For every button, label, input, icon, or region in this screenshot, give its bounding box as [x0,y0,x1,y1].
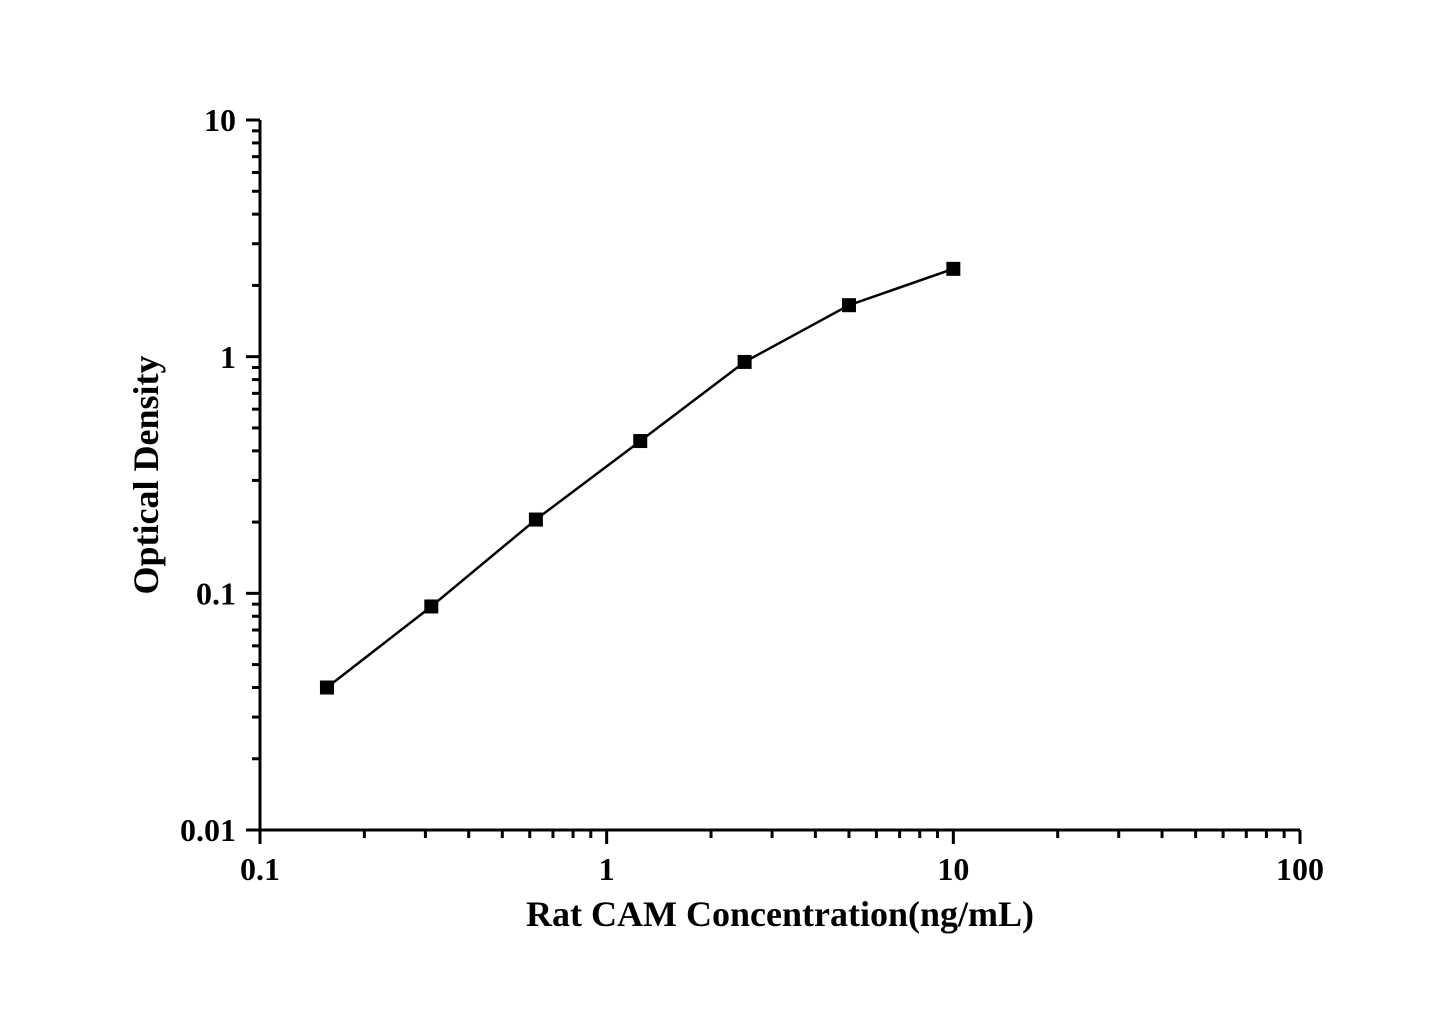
data-marker [633,434,647,448]
data-marker [946,262,960,276]
x-tick-label: 100 [1276,851,1324,887]
chart-svg: 0.11101000.010.1110Rat CAM Concentration… [0,0,1445,1009]
data-marker [529,513,543,527]
data-marker [320,681,334,695]
x-tick-label: 10 [937,851,969,887]
data-marker [738,355,752,369]
x-tick-label: 0.1 [240,851,280,887]
y-axis-label: Optical Density [126,356,166,595]
data-marker [842,298,856,312]
y-tick-label: 1 [220,339,236,375]
x-axis-label: Rat CAM Concentration(ng/mL) [526,894,1034,934]
x-tick-label: 1 [599,851,615,887]
data-marker [424,599,438,613]
y-tick-label: 0.1 [196,576,236,612]
y-tick-label: 10 [204,102,236,138]
chart-container: 0.11101000.010.1110Rat CAM Concentration… [0,0,1445,1009]
y-tick-label: 0.01 [180,812,236,848]
